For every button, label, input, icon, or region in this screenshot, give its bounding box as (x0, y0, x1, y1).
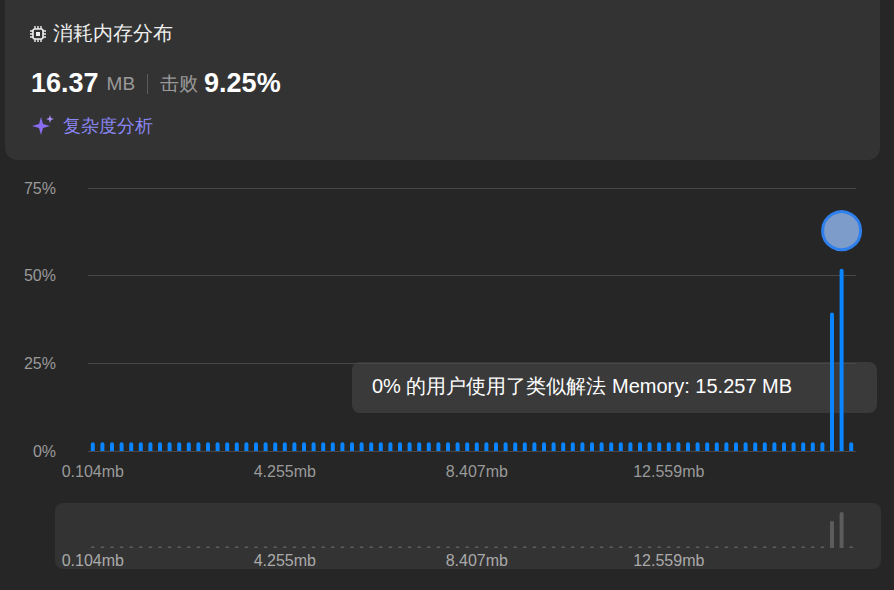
html-text:复杂度分析: 复杂度分析 (63, 116, 153, 136)
html-text:击败 9.25%: 击败 9.25% (160, 68, 281, 98)
svg-text:12.559mb: 12.559mb (633, 552, 704, 569)
svg-text:12.559mb: 12.559mb (633, 463, 704, 480)
svg-text:0%: 0% (33, 443, 56, 460)
svg-text:50%: 50% (24, 267, 56, 284)
html-text:消耗内存分布: 消耗内存分布 (53, 22, 173, 44)
svg-text:0.104mb: 0.104mb (62, 552, 124, 569)
svg-text:8.407mb: 8.407mb (446, 552, 508, 569)
svg-text:0.104mb: 0.104mb (62, 463, 124, 480)
svg-text:0% 的用户使用了类似解法 Memory: 15.257 M: 0% 的用户使用了类似解法 Memory: 15.257 MB (372, 375, 792, 397)
svg-text:8.407mb: 8.407mb (446, 463, 508, 480)
html-text:16.37 MB: 16.37 MB (31, 68, 136, 98)
svg-text:4.255mb: 4.255mb (254, 552, 316, 569)
svg-text:75%: 75% (24, 180, 56, 197)
svg-text:25%: 25% (24, 355, 56, 372)
svg-text:4.255mb: 4.255mb (254, 463, 316, 480)
